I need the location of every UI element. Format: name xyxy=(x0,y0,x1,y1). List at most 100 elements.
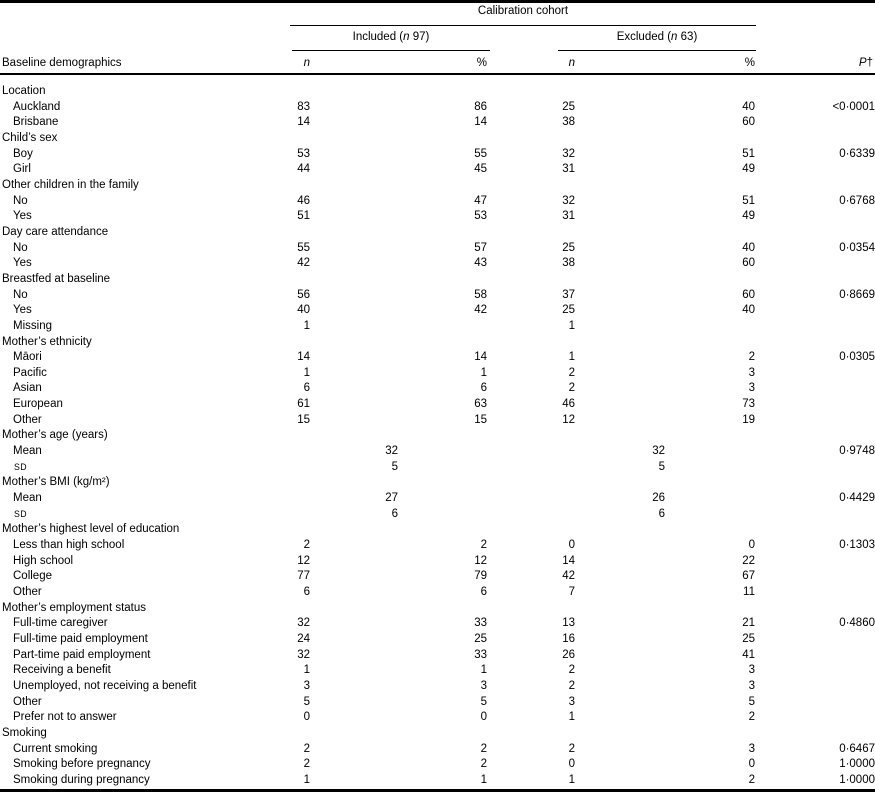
cell-excluded-pct: 3 xyxy=(748,664,755,677)
cell-included-n: 56 xyxy=(297,288,310,301)
row-label: Boy xyxy=(13,147,33,160)
cell-included-mean xyxy=(310,162,398,178)
cell-excluded-pct: 41 xyxy=(742,648,755,661)
included-suffix: 97) xyxy=(409,31,430,43)
cell-excluded-mean xyxy=(575,726,665,742)
row-label: Yes xyxy=(13,304,32,317)
cell-p-value xyxy=(755,648,875,664)
cell-excluded-pct: 25 xyxy=(742,632,755,645)
cell-included-pct: 86 xyxy=(474,100,487,113)
cell-excluded-n: 46 xyxy=(562,398,575,411)
cell-excluded-mean xyxy=(575,522,665,538)
cell-included-n xyxy=(285,444,310,460)
row-label: Auckland xyxy=(13,100,61,113)
cell-included-mean xyxy=(310,131,398,147)
cell-included-n: 3 xyxy=(303,679,310,692)
cell-excluded-n: 1 xyxy=(568,319,575,332)
cell-excluded-pct: 51 xyxy=(742,194,755,207)
cell-excluded-mean xyxy=(575,695,665,711)
table-row: SD 5 5 xyxy=(0,460,875,476)
cell-excluded-mean xyxy=(575,209,665,225)
cell-p-value: 1·0000 xyxy=(839,758,875,771)
cell-included-pct: 5 xyxy=(480,695,487,708)
row-label: Māori xyxy=(13,351,42,364)
cell-included-n: 1 xyxy=(303,366,310,379)
cell-excluded-mean xyxy=(575,601,665,617)
cell-included-pct xyxy=(398,444,487,460)
cell-excluded-pct xyxy=(665,272,755,288)
cell-p-value: 1·0000 xyxy=(839,773,875,786)
cell-included-mean xyxy=(310,115,398,131)
cell-included-n xyxy=(285,491,310,507)
table-row: No 55 57 25 40 0·0354 xyxy=(0,241,875,257)
cell-p-value: 0·0305 xyxy=(839,351,875,364)
cell-excluded-n: 2 xyxy=(568,679,575,692)
cell-excluded-pct xyxy=(665,444,755,460)
table-row: College 77 79 42 67 xyxy=(0,569,875,585)
cell-included-n xyxy=(285,225,310,241)
cell-p-value xyxy=(755,569,875,585)
table-row: Receiving a benefit 1 1 2 3 xyxy=(0,663,875,679)
cell-excluded-mean xyxy=(575,366,665,382)
cell-included-mean xyxy=(310,288,398,304)
cell-excluded-mean xyxy=(575,679,665,695)
top-rule xyxy=(0,0,875,3)
cell-included-pct xyxy=(398,131,487,147)
excluded-rule xyxy=(558,49,756,51)
row-label: Smoking xyxy=(2,726,47,739)
cell-included-n: 15 xyxy=(297,413,310,426)
table-row: No 56 58 37 60 0·8669 xyxy=(0,288,875,304)
cell-excluded-pct: 3 xyxy=(748,679,755,692)
cell-excluded-pct: 73 xyxy=(742,398,755,411)
cell-excluded-pct: 2 xyxy=(748,351,755,364)
cell-included-n: 83 xyxy=(297,100,310,113)
cell-excluded-mean: 32 xyxy=(652,445,665,458)
table-row: SD 6 6 xyxy=(0,507,875,523)
table-row: Less than high school 2 2 0 0 0·1303 xyxy=(0,538,875,554)
cell-excluded-n: 7 xyxy=(568,586,575,598)
cell-excluded-n xyxy=(487,601,575,617)
table-row: Day care attendance xyxy=(0,225,875,241)
table-row: Mother’s employment status xyxy=(0,601,875,617)
table-row: Yes 51 53 31 49 xyxy=(0,209,875,225)
cell-excluded-mean xyxy=(575,225,665,241)
cell-included-mean xyxy=(310,366,398,382)
cell-included-mean xyxy=(310,381,398,397)
cell-included-pct: 33 xyxy=(474,648,487,661)
cell-included-pct xyxy=(398,84,487,100)
cell-excluded-n: 2 xyxy=(568,382,575,395)
cell-excluded-pct xyxy=(665,319,755,335)
cell-p-value xyxy=(755,460,875,476)
table-row: Mother’s ethnicity xyxy=(0,335,875,351)
cell-excluded-mean xyxy=(575,131,665,147)
cell-p-value xyxy=(755,710,875,726)
cell-included-n: 2 xyxy=(303,758,310,771)
cell-p-value xyxy=(755,632,875,648)
row-label: Other xyxy=(13,586,42,598)
cell-included-n: 24 xyxy=(297,632,310,645)
cell-p-value xyxy=(755,115,875,131)
cell-excluded-n: 12 xyxy=(562,413,575,426)
cell-excluded-n: 25 xyxy=(562,241,575,254)
cell-excluded-mean xyxy=(575,616,665,632)
cell-excluded-pct xyxy=(665,601,755,617)
cell-included-n xyxy=(285,522,310,538)
cell-excluded-mean xyxy=(575,413,665,429)
row-label: Mean xyxy=(13,445,42,458)
cell-included-pct xyxy=(398,225,487,241)
cell-included-n: 40 xyxy=(297,304,310,317)
column-header-included-pct: % xyxy=(476,57,487,69)
cell-included-mean xyxy=(310,194,398,210)
cell-included-n: 44 xyxy=(297,163,310,176)
subheader-excluded: Excluded (n 63) xyxy=(558,31,756,43)
cell-excluded-mean xyxy=(575,585,665,601)
cell-excluded-n xyxy=(487,272,575,288)
cell-included-pct: 14 xyxy=(474,116,487,129)
cell-included-n: 53 xyxy=(297,147,310,160)
cell-included-mean xyxy=(310,209,398,225)
cell-excluded-mean xyxy=(575,538,665,554)
row-label: Mother’s employment status xyxy=(2,601,147,614)
cell-included-mean xyxy=(310,632,398,648)
cell-excluded-mean xyxy=(575,256,665,272)
cell-p-value xyxy=(755,726,875,742)
